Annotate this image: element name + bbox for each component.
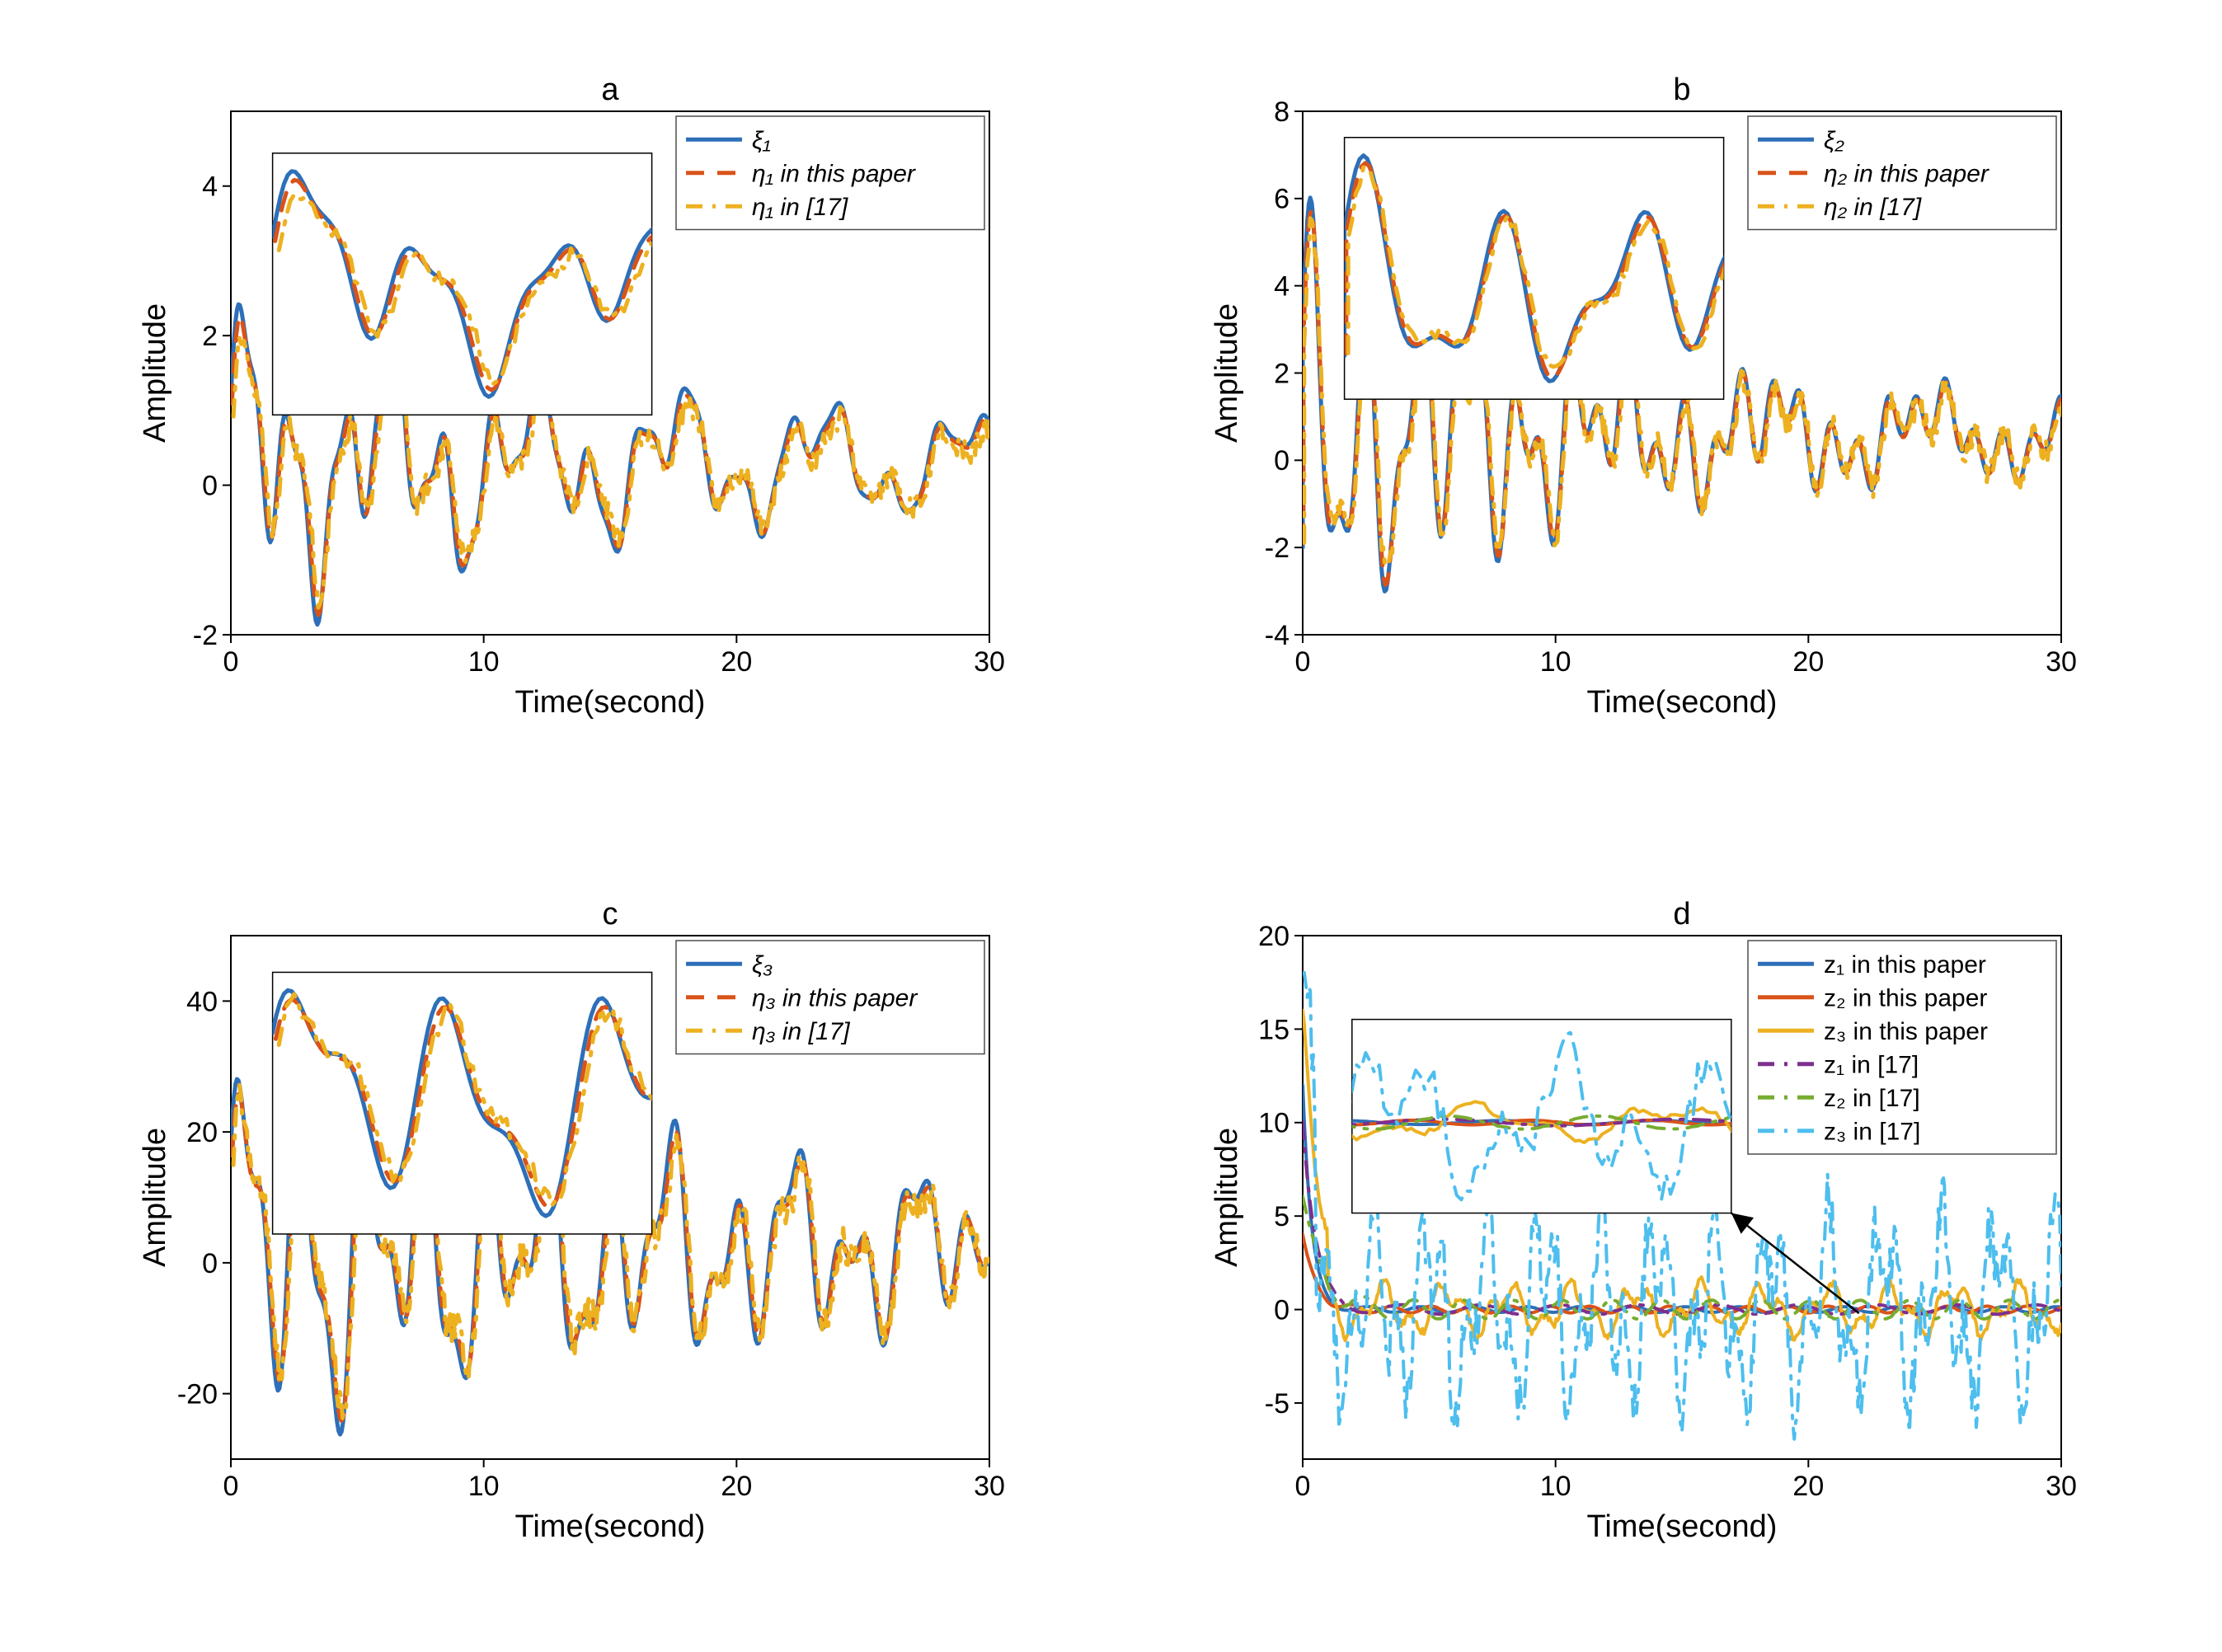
legend-label: z₃ in [17] [1824, 1118, 1920, 1145]
x-tick-label: 20 [721, 1471, 752, 1502]
legend-label: η₃ in [17] [752, 1018, 850, 1045]
figure-root: a0102030Time(second)-2024Amplitudeξ₁η₁ i… [0, 0, 2222, 1652]
y-axis-label: Amplitude [1212, 303, 1244, 443]
legend-label: z₂ in this paper [1824, 984, 1987, 1011]
x-tick-label: 0 [223, 1471, 239, 1502]
panel-b: b 0 10 20 30 Time(second) -4 -2 0 2 4 6 8 Amplitude ξ₂… [1212, 66, 2078, 725]
y-tick-label: 40 [186, 986, 218, 1017]
legend-label: η₁ in this paper [752, 160, 916, 187]
legend-label: η₂ in [17] [1824, 194, 1922, 221]
legend-label: η₁ in [17] [752, 194, 848, 221]
legend-label: ξ₃ [752, 951, 773, 979]
y-tick-label: -5 [1265, 1388, 1290, 1420]
y-tick-label: 20 [1258, 921, 1290, 952]
y-tick-label: 8 [1274, 96, 1290, 128]
legend-label: η₃ in this paper [752, 984, 918, 1011]
y-tick-label: 4 [1274, 271, 1290, 303]
y-axis-label: Amplitude [1212, 1128, 1244, 1267]
y-tick-label: 20 [186, 1117, 218, 1148]
legend-label: η₂ in this paper [1824, 160, 1989, 187]
y-tick-label: -20 [177, 1379, 218, 1410]
x-tick-label: 20 [1792, 646, 1824, 678]
y-tick-label: 10 [1258, 1108, 1290, 1139]
y-tick-label: -4 [1265, 620, 1290, 651]
x-tick-label: 10 [468, 646, 500, 678]
y-axis-label: Amplitude [140, 303, 172, 443]
x-tick-label: 20 [1792, 1471, 1824, 1502]
y-tick-label: 15 [1258, 1014, 1290, 1045]
x-tick-label: 0 [1295, 1471, 1311, 1502]
x-tick-label: 30 [2046, 646, 2077, 678]
x-axis-label: Time(second) [1587, 685, 1778, 720]
x-axis-label: Time(second) [515, 1509, 706, 1544]
y-tick-label: 6 [1274, 184, 1290, 215]
legend-label: z₁ in this paper [1824, 951, 1986, 979]
x-axis-label: Time(second) [1587, 1509, 1778, 1544]
panel-c: c 0 10 20 30 Time(second) -20 0 20 40 Amplitude ξ₃ η… [140, 890, 1006, 1550]
inset-box [273, 972, 652, 1234]
x-tick-label: 20 [721, 646, 752, 678]
panel-a: a0102030Time(second)-2024Amplitudeξ₁η₁ i… [140, 66, 1006, 725]
legend-label: z₂ in [17] [1824, 1085, 1920, 1112]
x-tick-label: 10 [468, 1471, 500, 1502]
y-axis-label: Amplitude [140, 1128, 172, 1267]
y-tick-label: 2 [202, 321, 218, 352]
inset-box [273, 153, 652, 415]
panel-title: a [601, 73, 619, 107]
x-tick-label: 30 [974, 646, 1005, 678]
y-tick-label: 0 [1274, 445, 1290, 476]
y-tick-label: -2 [1265, 533, 1290, 564]
x-tick-label: 0 [223, 646, 239, 678]
y-tick-label: 4 [202, 171, 218, 203]
x-tick-label: 30 [2046, 1471, 2077, 1502]
panel-title: d [1673, 897, 1690, 932]
legend-label: ξ₁ [752, 127, 771, 154]
panel-d: d 0 10 20 30 Time(second) -5 0 5 10 15 20 Amplitude z… [1212, 890, 2078, 1550]
panel-title: c [603, 897, 618, 932]
panel-title: b [1673, 73, 1690, 107]
y-tick-label: 0 [1274, 1294, 1290, 1326]
legend-label: z₁ in [17] [1824, 1051, 1919, 1078]
x-tick-label: 0 [1295, 646, 1311, 678]
y-tick-label: 2 [1274, 358, 1290, 389]
x-axis-label: Time(second) [515, 685, 706, 720]
x-tick-label: 10 [1540, 646, 1571, 678]
y-tick-label: 0 [202, 1248, 218, 1279]
y-tick-label: 0 [202, 470, 218, 501]
y-tick-label: -2 [193, 620, 218, 651]
legend-label: z₃ in this paper [1824, 1018, 1988, 1045]
x-tick-label: 10 [1540, 1471, 1571, 1502]
y-tick-label: 5 [1274, 1201, 1290, 1232]
x-tick-label: 30 [974, 1471, 1005, 1502]
legend-label: ξ₂ [1824, 127, 1844, 154]
